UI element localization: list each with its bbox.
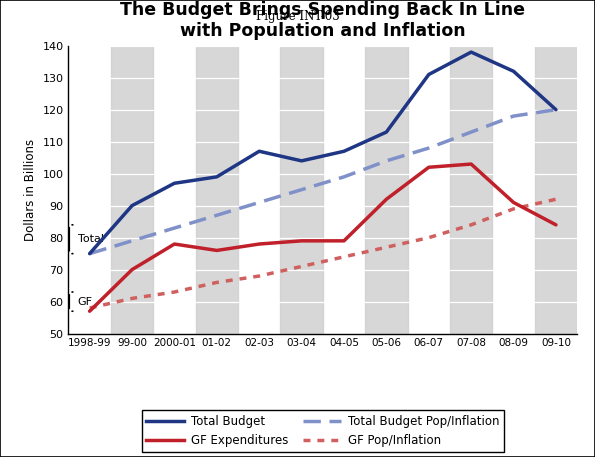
Bar [111, 46, 153, 334]
Bar [450, 46, 493, 334]
Bar [280, 46, 322, 334]
Bar [535, 46, 577, 334]
Bar [365, 46, 408, 334]
Title: The Budget Brings Spending Back In Line
with Population and Inflation: The Budget Brings Spending Back In Line … [120, 1, 525, 40]
Text: Total: Total [78, 234, 104, 244]
Y-axis label: Dollars in Billions: Dollars in Billions [24, 138, 37, 241]
Text: Figure INT-03: Figure INT-03 [256, 10, 339, 23]
Text: GF: GF [78, 297, 93, 307]
Bar [196, 46, 238, 334]
Legend: Total Budget, GF Expenditures, Total Budget Pop/Inflation, GF Pop/Inflation: Total Budget, GF Expenditures, Total Bud… [142, 410, 504, 452]
